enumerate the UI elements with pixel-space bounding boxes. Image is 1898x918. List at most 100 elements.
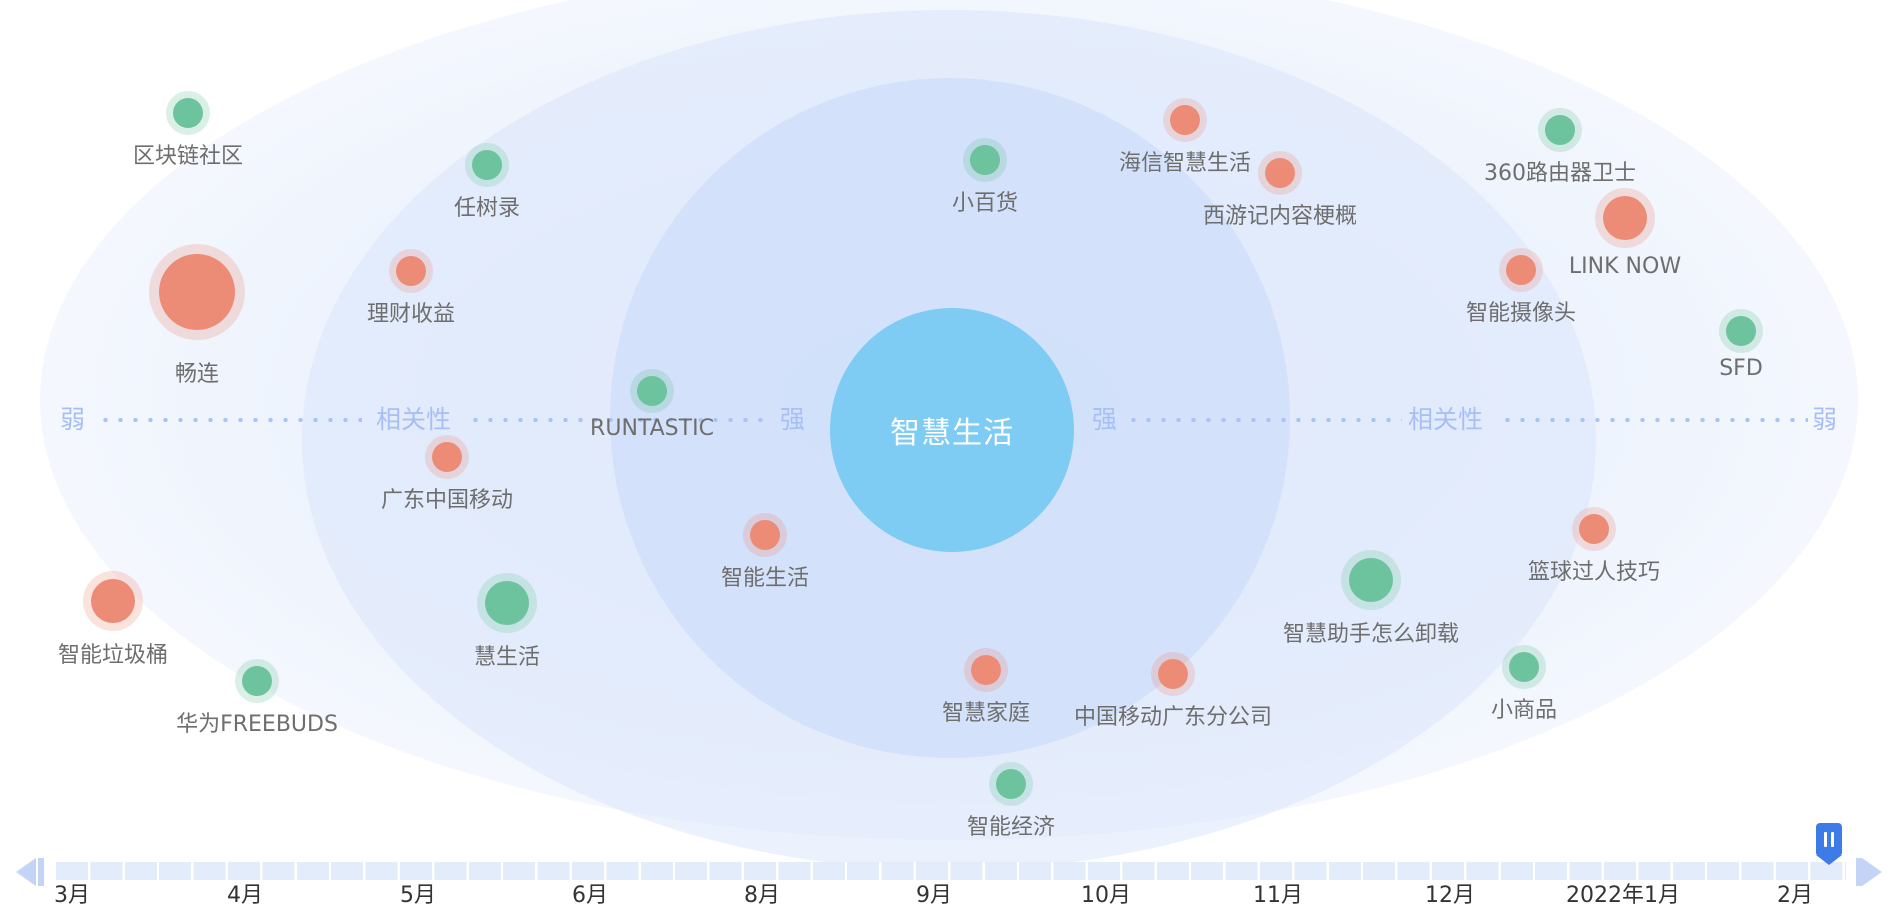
- bubble-node[interactable]: [963, 138, 1007, 182]
- timeline-end-bar: [1856, 858, 1862, 886]
- timeline-tick-label[interactable]: 3月: [54, 883, 90, 908]
- timeline-tick-label[interactable]: 5月: [400, 883, 436, 908]
- bubble-dot: [1545, 115, 1575, 145]
- bubble-node[interactable]: [425, 435, 469, 479]
- axis-strong-left: 强: [780, 405, 806, 434]
- bubble-node[interactable]: [1595, 188, 1655, 248]
- center-topic[interactable]: 智慧生活: [830, 308, 1074, 552]
- bubble-node[interactable]: [743, 513, 787, 557]
- grip-line-icon: [1831, 832, 1834, 847]
- bubble-node[interactable]: [465, 143, 509, 187]
- bubble-dot: [1265, 158, 1295, 188]
- bubble-node[interactable]: [149, 244, 245, 340]
- axis-dots-left-inner: [468, 418, 770, 422]
- bubble-dot: [996, 769, 1026, 799]
- bubble-dot: [159, 254, 235, 330]
- grip-line-icon: [1824, 832, 1827, 847]
- bubble-node[interactable]: [1538, 108, 1582, 152]
- bubble-node[interactable]: [1151, 652, 1195, 696]
- bubble-label: RUNTASTIC: [590, 416, 714, 441]
- bubble-dot: [1579, 514, 1609, 544]
- axis-dots-left-outer: [98, 418, 362, 422]
- timeline-handle[interactable]: [1816, 823, 1842, 865]
- bubble-dot: [1158, 659, 1188, 689]
- bubble-label: 华为FREEBUDS: [176, 712, 338, 737]
- bubble-node[interactable]: [389, 249, 433, 293]
- timeline-tick-label[interactable]: 8月: [744, 883, 780, 908]
- bubble-node[interactable]: [235, 659, 279, 703]
- bubble-dot: [396, 256, 426, 286]
- bubble-label: 小商品: [1490, 698, 1558, 723]
- bubble-label: 广东中国移动: [380, 488, 514, 513]
- bubble-node[interactable]: [630, 369, 674, 413]
- bubble-label: 理财收益: [366, 302, 456, 327]
- axis-weak-right: 弱: [1812, 405, 1838, 434]
- bubble-dot: [1349, 558, 1393, 602]
- bubble-label: LINK NOW: [1568, 254, 1682, 279]
- bubble-node[interactable]: [1258, 151, 1302, 195]
- bubble-node[interactable]: [1572, 507, 1616, 551]
- bubble-node[interactable]: [83, 571, 143, 631]
- bubble-node[interactable]: [964, 648, 1008, 692]
- timeline-tick-label[interactable]: 4月: [227, 883, 263, 908]
- timeline-tick-label[interactable]: 12月: [1425, 883, 1475, 908]
- bubble-dot: [970, 145, 1000, 175]
- timeline-tick-label[interactable]: 2月: [1777, 883, 1813, 908]
- timeline-tick-label[interactable]: 6月: [572, 883, 608, 908]
- bubble-dot: [1170, 105, 1200, 135]
- bubble-label: 智慧助手怎么卸载: [1282, 622, 1460, 647]
- bubble-node[interactable]: [1719, 309, 1763, 353]
- bubble-dot: [472, 150, 502, 180]
- bubble-label: 智能经济: [966, 815, 1056, 840]
- bubble-node[interactable]: [1499, 248, 1543, 292]
- bubble-label: 智能摄像头: [1465, 301, 1577, 326]
- center-topic-label: 智慧生活: [890, 416, 1014, 451]
- bubble-dot: [1726, 316, 1756, 346]
- bubble-label: 西游记内容梗概: [1202, 204, 1358, 229]
- bubble-dot: [242, 666, 272, 696]
- bubble-node[interactable]: [477, 573, 537, 633]
- timeline-tick-label[interactable]: 2022年1月: [1566, 883, 1680, 908]
- bubble-label: 畅连: [174, 362, 220, 387]
- bubble-node[interactable]: [166, 91, 210, 135]
- timeline-tick-label[interactable]: 10月: [1081, 883, 1131, 908]
- bubble-label: 智能生活: [720, 566, 810, 591]
- bubble-dot: [750, 520, 780, 550]
- bubble-label: 智能垃圾桶: [57, 643, 169, 668]
- timeline-track[interactable]: [56, 862, 1846, 880]
- bubble-label: 中国移动广东分公司: [1073, 705, 1273, 730]
- bubble-label: 360路由器卫士: [1484, 161, 1636, 186]
- bubble-dot: [485, 581, 529, 625]
- bubble-dot: [637, 376, 667, 406]
- bubble-dot: [173, 98, 203, 128]
- bubble-dot: [1603, 196, 1647, 240]
- bubble-label: 智慧家庭: [941, 701, 1031, 726]
- bubble-node[interactable]: [1502, 645, 1546, 689]
- timeline-prev-arrow-icon[interactable]: [16, 858, 36, 886]
- axis-strong-right: 强: [1092, 405, 1118, 434]
- timeline-start-bar: [38, 858, 44, 886]
- bubble-node[interactable]: [1341, 550, 1401, 610]
- bubble-label: 区块链社区: [132, 144, 244, 169]
- bubble-node[interactable]: [1163, 98, 1207, 142]
- axis-relevance-left: 相关性: [376, 405, 452, 434]
- bubble-label: SFD: [1719, 356, 1763, 381]
- timeline-next-arrow-icon[interactable]: [1862, 858, 1882, 886]
- bubble-dot: [971, 655, 1001, 685]
- timeline-tick-label[interactable]: 11月: [1253, 883, 1303, 908]
- axis-dots-right-outer: [1500, 418, 1808, 422]
- axis-weak-left: 弱: [60, 405, 86, 434]
- axis-dots-right-inner: [1126, 418, 1402, 422]
- bubble-dot: [432, 442, 462, 472]
- bubble-dot: [1506, 255, 1536, 285]
- bubble-label: 慧生活: [473, 645, 541, 670]
- bubble-label: 任树录: [453, 196, 521, 221]
- bubble-dot: [1509, 652, 1539, 682]
- timeline-tick-label[interactable]: 9月: [916, 883, 952, 908]
- bubble-dot: [91, 579, 135, 623]
- bubble-node[interactable]: [989, 762, 1033, 806]
- bubble-label: 海信智慧生活: [1118, 151, 1252, 176]
- bubble-label: 小百货: [951, 191, 1019, 216]
- axis-relevance-right: 相关性: [1408, 405, 1484, 434]
